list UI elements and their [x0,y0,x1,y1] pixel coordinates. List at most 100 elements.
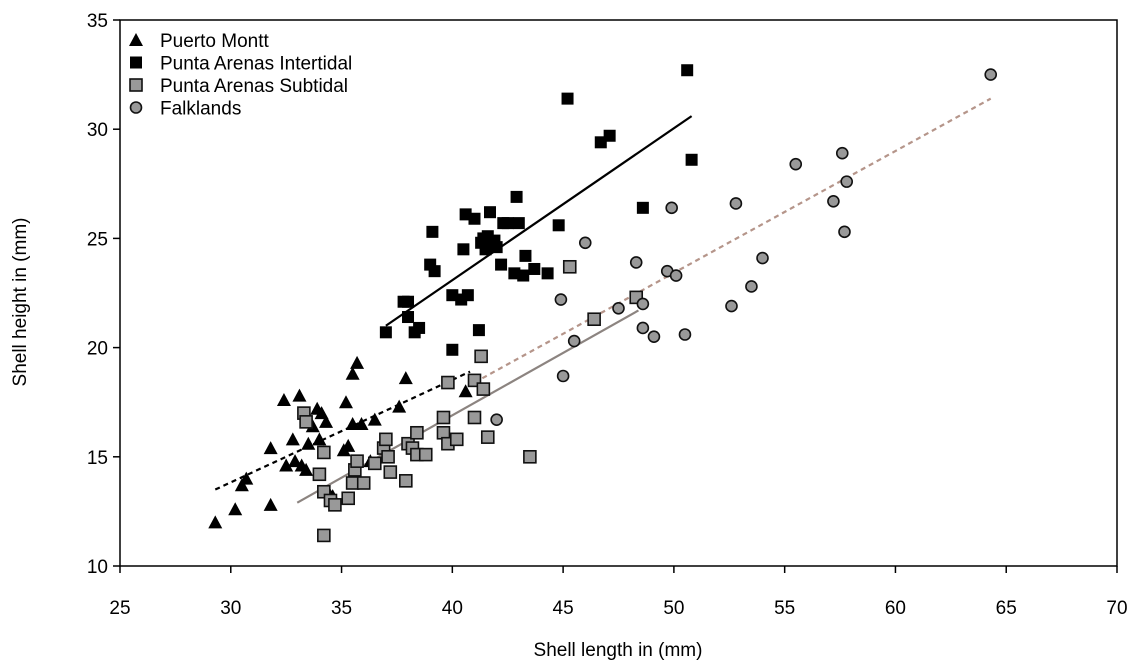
data-point [299,462,314,476]
y-tick-label: 15 [87,448,108,469]
data-point [345,476,360,490]
x-tick-label: 45 [553,598,574,619]
data-point [413,321,426,334]
x-tick-label: 70 [1106,598,1127,619]
data-point [685,153,698,166]
data-point [495,258,508,271]
legend-label: Puerto Montt [160,31,269,52]
y-tick-label: 25 [87,229,108,250]
data-point [827,194,840,208]
data-point [356,476,371,490]
y-tick-label: 30 [87,120,108,141]
data-point [669,269,683,282]
data-point [681,64,694,77]
data-point [341,491,356,506]
data-point [476,382,491,396]
data-point [612,301,625,315]
legend-marker [130,56,142,69]
plot-area [119,19,1118,567]
data-point [519,249,532,262]
data-point [276,393,291,407]
data-point [789,157,803,171]
data-point [745,280,758,293]
legend-marker [129,101,143,114]
data-point [984,68,998,81]
series-punta-arenas-subtidal [297,259,644,543]
data-point [587,312,601,327]
data-point [328,498,342,512]
legend-item: Falklands [129,99,241,120]
data-point [457,243,470,256]
data-point [449,432,464,447]
data-point [301,436,316,450]
data-point [436,410,451,425]
data-point [279,458,294,472]
data-point [501,217,514,230]
series-falklands [490,68,998,426]
data-point [725,299,738,313]
data-point [392,399,407,413]
data-point [350,454,364,468]
trend-lines [214,97,992,504]
x-tick-label: 30 [220,598,241,619]
data-point [517,269,530,282]
data-point [629,256,643,269]
data-point [379,326,392,339]
data-point [299,415,313,429]
legend-item: Punta Arenas Subtidal [129,76,348,97]
data-point [490,413,503,426]
data-point [729,197,743,210]
data-point [208,515,223,529]
data-point [840,175,854,188]
data-point [480,430,495,444]
data-point [461,289,474,302]
x-tick-label: 60 [885,598,906,619]
series-punta-arenas-intertidal [379,64,698,356]
data-point [523,449,537,464]
data-point [472,324,485,337]
x-tick-label: 65 [996,598,1017,619]
data-point [383,465,398,479]
data-points [208,64,998,543]
legend-label: Punta Arenas Subtidal [160,76,348,97]
data-point [636,201,649,214]
y-tick-label: 35 [87,11,108,32]
data-point [399,474,413,488]
data-point [418,447,433,462]
x-axis-title: Shell length in (mm) [534,640,703,661]
data-point [338,395,353,409]
data-point [398,371,413,385]
data-point [458,384,473,398]
legend-label: Punta Arenas Intertidal [160,54,352,75]
data-point [292,388,307,402]
data-point [381,449,395,464]
trend-line [385,115,693,327]
x-tick-label: 50 [663,598,684,619]
data-point [512,217,525,230]
data-point [541,267,554,280]
data-point [402,295,415,308]
data-point [345,366,360,380]
data-point [441,375,455,390]
trend-line [214,370,471,491]
data-point [228,502,243,516]
data-point [678,328,692,341]
data-point [367,456,382,471]
data-point [446,343,459,356]
data-point [288,454,303,468]
data-point [345,417,360,431]
data-point [510,190,523,203]
data-point [426,225,439,238]
data-point [341,438,356,452]
data-point [263,497,278,511]
data-point [552,219,565,232]
data-point [319,414,334,428]
data-point [647,330,661,343]
x-tick-label: 40 [442,598,463,619]
data-point [314,406,329,420]
data-point [665,201,678,215]
y-tick-label: 20 [87,339,108,360]
y-axis-title: Shell height in (mm) [10,218,31,387]
